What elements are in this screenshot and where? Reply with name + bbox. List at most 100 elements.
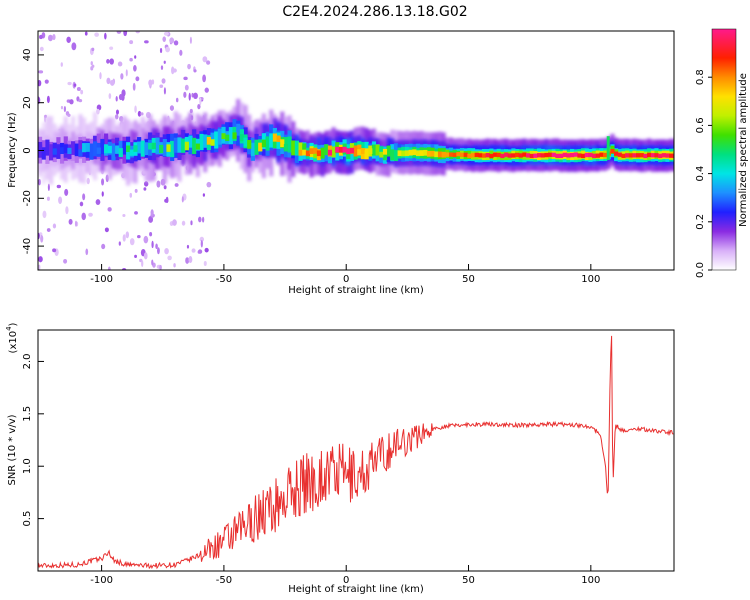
band-cell	[445, 152, 450, 157]
noise-speck	[108, 93, 112, 100]
spectrogram-panel: -100 -50 0 50 100 -40 -20 0 20 40 Height of stra…	[7, 30, 675, 296]
noise-speck	[197, 104, 201, 110]
band-cell	[570, 152, 575, 158]
noise-speck	[80, 89, 84, 95]
noise-speck	[99, 72, 102, 80]
noise-speck	[134, 254, 137, 259]
noise-speck	[67, 81, 72, 86]
noise-speck	[159, 84, 164, 88]
band-cell	[247, 139, 252, 149]
noise-speck	[56, 184, 61, 189]
band-cell	[412, 149, 417, 156]
spectrogram-x-tick-label: 50	[462, 274, 475, 285]
band-cell	[177, 137, 182, 153]
noise-speck	[58, 196, 63, 204]
noise-speck	[95, 199, 101, 205]
noise-speck	[204, 247, 209, 253]
band-cell	[214, 131, 219, 149]
noise-speck	[204, 87, 209, 93]
noise-speck	[115, 109, 119, 115]
noise-speck	[123, 31, 128, 37]
band-cell	[423, 149, 428, 156]
noise-speck	[149, 231, 153, 237]
noise-speck	[114, 114, 119, 120]
band-cell	[581, 153, 586, 159]
band-cell	[254, 139, 259, 155]
band-cell	[210, 132, 215, 145]
noise-speck	[156, 180, 161, 188]
spectrogram-y-tick-label: 40	[22, 49, 33, 62]
noise-speck	[151, 259, 154, 266]
noise-speck	[202, 216, 205, 223]
noise-speck	[38, 256, 43, 263]
noise-speck	[143, 187, 147, 191]
noise-speck	[134, 188, 138, 193]
snr-x-tick-label: 0	[343, 575, 349, 586]
noise-speck	[122, 213, 126, 217]
band-cell	[426, 150, 432, 157]
noise-speck	[183, 91, 187, 98]
band-cell	[181, 138, 186, 153]
noise-speck	[159, 264, 162, 270]
noise-speck	[132, 82, 136, 91]
noise-speck	[52, 248, 57, 253]
band-cell	[283, 137, 288, 151]
band-cell	[456, 151, 461, 157]
noise-speck	[85, 248, 89, 256]
noise-speck	[117, 61, 123, 67]
band-cell	[67, 147, 72, 155]
band-cell	[647, 152, 652, 158]
band-cell	[305, 150, 311, 157]
spectrogram-y-label: Frequency (Hz)	[7, 112, 18, 188]
band-cell	[346, 148, 351, 155]
band-cell	[434, 151, 439, 158]
noise-speck	[148, 216, 154, 223]
noise-speck	[84, 31, 88, 36]
band-cell	[144, 142, 149, 156]
band-cell	[496, 152, 501, 158]
band-cell	[371, 144, 377, 156]
noise-speck	[39, 46, 44, 52]
noise-speck	[184, 84, 189, 91]
spectrogram-x-tick-label: 0	[343, 274, 349, 285]
band-cell	[522, 152, 527, 157]
band-cell	[272, 133, 277, 142]
band-cell	[364, 150, 369, 156]
noise-speck	[163, 60, 166, 64]
noise-speck	[116, 31, 122, 34]
band-cell	[379, 151, 384, 158]
band-cell	[459, 152, 465, 158]
band-cell	[45, 139, 50, 156]
band-cell	[555, 153, 560, 159]
band-cell	[610, 149, 615, 154]
band-cell	[217, 128, 222, 145]
band-cell	[236, 123, 241, 136]
noise-speck	[86, 177, 90, 185]
band-cell	[243, 137, 248, 147]
band-cell	[518, 153, 523, 158]
colorbar-tick-label: 0.8	[695, 69, 706, 85]
noise-speck	[69, 99, 74, 105]
colorbar: 0.0 0.2 0.4 0.6 0.8 Normalized spectral ampl…	[695, 28, 749, 278]
band-cell	[515, 152, 520, 158]
band-cell	[368, 148, 373, 155]
noise-speck	[189, 36, 192, 44]
band-cell	[452, 152, 457, 158]
band-cell	[309, 148, 314, 154]
noise-speck	[203, 261, 207, 266]
noise-speck	[199, 236, 205, 242]
noise-speck	[125, 231, 130, 239]
band-cell	[111, 143, 116, 161]
spectrogram-x-ticks: -100 -50 0 50 100	[90, 264, 600, 285]
noise-speck	[68, 218, 73, 225]
noise-speck	[38, 178, 41, 186]
noise-speck	[164, 247, 169, 255]
noise-speck	[129, 192, 133, 198]
band-cell	[107, 145, 112, 154]
noise-speck	[63, 106, 67, 113]
noise-speck	[151, 240, 154, 249]
band-cell	[331, 146, 336, 158]
band-cell	[269, 133, 274, 148]
band-cell	[485, 153, 490, 158]
band-cell	[566, 153, 571, 158]
